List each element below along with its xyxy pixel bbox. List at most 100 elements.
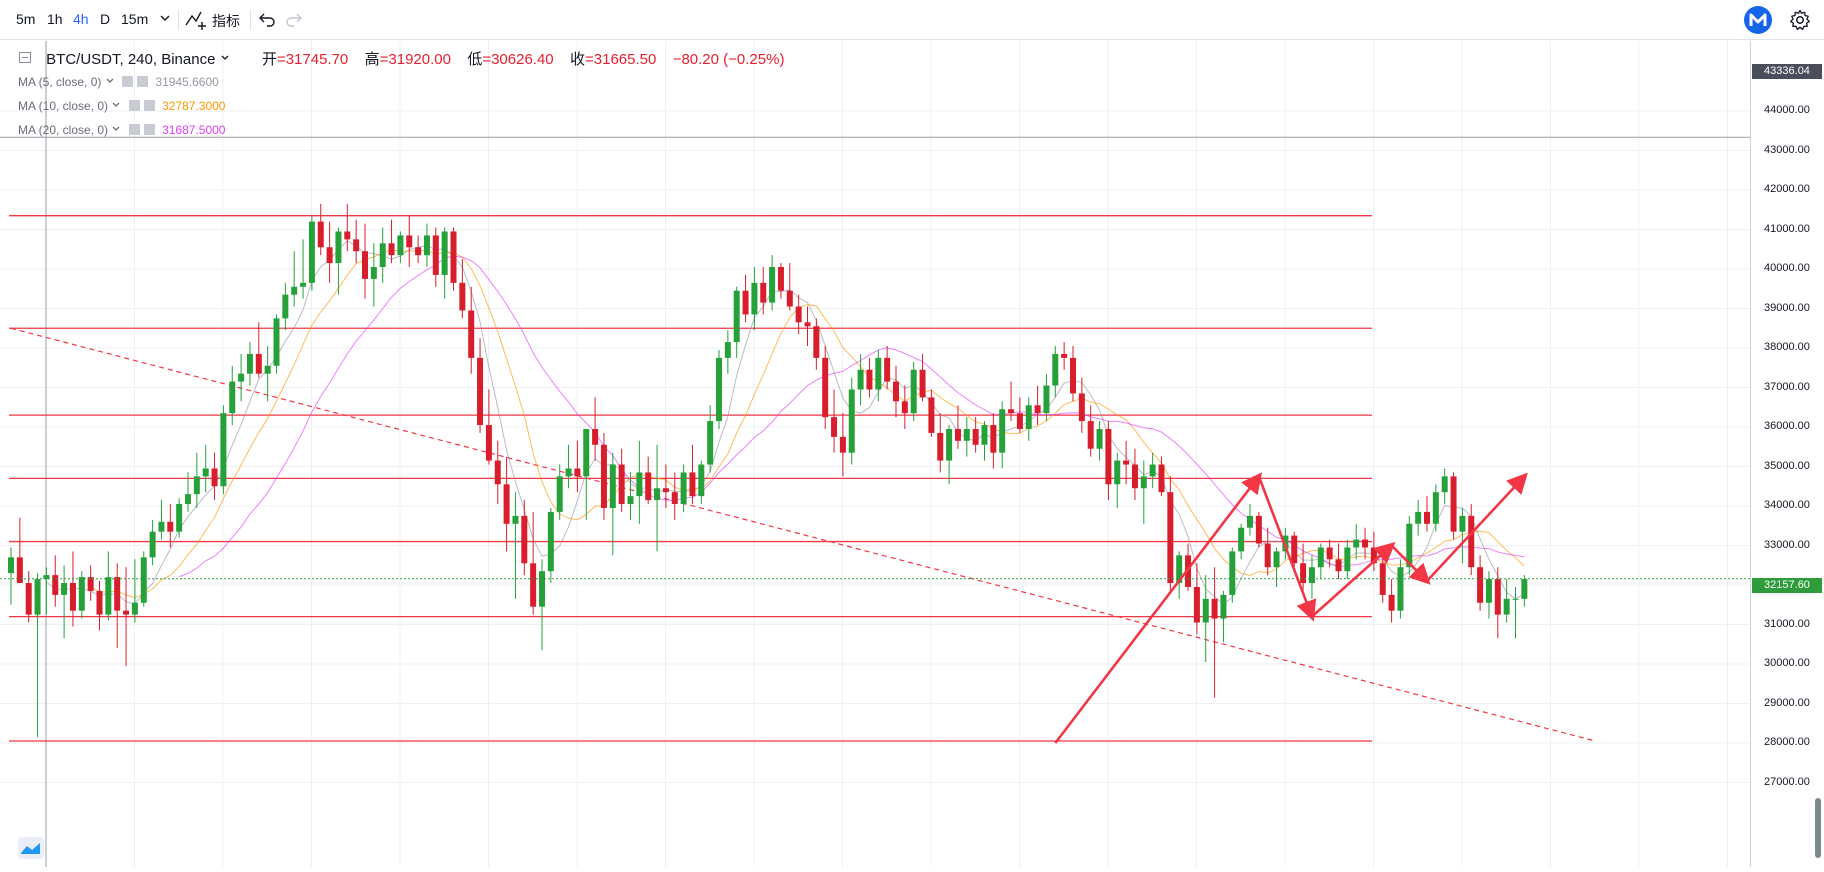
ma20-line xyxy=(179,255,1525,578)
candlestick-chart[interactable] xyxy=(0,41,1750,867)
open-value: =31745.70 xyxy=(276,51,349,68)
candle-body xyxy=(52,575,59,595)
legend-collapse-icon[interactable] xyxy=(19,52,31,63)
timeframe-4h[interactable]: 4h xyxy=(73,11,89,27)
candle-body xyxy=(1016,413,1023,429)
high-label: 高 xyxy=(364,51,380,68)
symbol-chevron-icon[interactable] xyxy=(220,53,230,63)
chevron-down-icon[interactable] xyxy=(111,124,121,134)
candle-body xyxy=(202,468,209,477)
candle-body xyxy=(636,472,643,497)
close-icon[interactable] xyxy=(143,100,155,111)
tradingview-logo-icon[interactable] xyxy=(18,837,44,859)
m-logo-icon[interactable] xyxy=(1744,6,1772,37)
candle-body xyxy=(176,504,183,532)
candle-body xyxy=(795,306,802,323)
candle-body xyxy=(468,310,475,358)
undo-icon[interactable] xyxy=(258,9,276,32)
candle-body xyxy=(406,235,413,248)
price-axis[interactable]: 44000.00 43000.00 42000.00 41000.00 40000.00… xyxy=(1750,41,1824,867)
change-value: −80.20 (−0.25%) xyxy=(672,51,785,68)
projection-arrow xyxy=(1426,472,1528,582)
candle-body xyxy=(565,468,572,477)
candle-body xyxy=(308,221,315,283)
candle-body xyxy=(220,413,227,487)
symbol-title[interactable]: BTC/USDT, 240, Binance xyxy=(46,51,216,68)
candle-body xyxy=(246,353,253,374)
candle-body xyxy=(158,521,165,532)
indicator-ma20[interactable]: MA (20, close, 0) 31687.5000 xyxy=(18,123,225,137)
close-label: 收 xyxy=(570,51,586,68)
chart-toolbar: 5m 1h 4h D 15m 指标 xyxy=(0,0,1824,40)
last-price-tag: 32157.60 xyxy=(1752,578,1822,593)
candle-body xyxy=(1503,598,1510,615)
candle-body xyxy=(87,577,94,591)
indicator-ma10[interactable]: MA (10, close, 0) 32787.3000 xyxy=(18,99,225,113)
candle-body xyxy=(884,357,891,382)
price-axis-label: 28000.00 xyxy=(1764,736,1810,748)
close-icon[interactable] xyxy=(143,124,155,135)
chevron-down-icon[interactable] xyxy=(105,76,115,86)
candle-body xyxy=(742,290,749,315)
price-axis-label: 39000.00 xyxy=(1764,301,1810,314)
timeframe-d[interactable]: D xyxy=(100,11,111,27)
indicator-value: 32787.3000 xyxy=(162,99,226,113)
candle-body xyxy=(211,468,218,487)
candle-body xyxy=(1140,476,1147,489)
candle-body xyxy=(69,583,76,611)
indicator-ma5[interactable]: MA (5, close, 0) 31945.6600 xyxy=(18,75,219,89)
candle-body xyxy=(282,294,289,319)
candle-body xyxy=(1521,579,1528,599)
chart-pane[interactable] xyxy=(0,41,1750,867)
candle-body xyxy=(733,290,740,343)
indicator-label: MA (5, close, 0) xyxy=(18,75,102,89)
candle-body xyxy=(839,436,846,453)
candle-body xyxy=(609,464,616,508)
visibility-icon[interactable] xyxy=(128,100,140,111)
candle-body xyxy=(379,243,386,268)
candle-body xyxy=(990,425,997,453)
candle-body xyxy=(264,365,271,374)
candle-body xyxy=(547,511,554,572)
indicators-button[interactable]: 指标 xyxy=(212,13,240,29)
redo-icon[interactable] xyxy=(285,9,303,32)
candle-body xyxy=(530,563,537,607)
visibility-icon[interactable] xyxy=(128,124,140,135)
candle-body xyxy=(255,353,262,374)
timeframe-5m[interactable]: 5m xyxy=(16,11,36,27)
low-label: 低 xyxy=(467,51,483,68)
candle-body xyxy=(946,428,953,461)
gear-icon[interactable] xyxy=(1789,9,1811,34)
price-axis-label: 34000.00 xyxy=(1764,499,1810,511)
visibility-icon[interactable] xyxy=(122,76,134,87)
close-icon[interactable] xyxy=(137,76,149,87)
candle-body xyxy=(848,389,855,453)
timeframe-15m[interactable]: 15m xyxy=(121,11,149,27)
candle-body xyxy=(140,557,147,603)
candle-body xyxy=(1087,421,1094,449)
candle-body xyxy=(1468,515,1475,568)
close-value: =31665.50 xyxy=(585,51,657,68)
timeframe-1h[interactable]: 1h xyxy=(47,11,63,27)
candle-body xyxy=(1308,567,1315,584)
candle-body xyxy=(1247,515,1253,528)
candle-body xyxy=(459,282,466,311)
price-axis-label: 44000.00 xyxy=(1764,104,1810,116)
chevron-down-icon[interactable] xyxy=(158,8,172,31)
candle-body xyxy=(1123,460,1130,465)
candle-body xyxy=(131,602,138,615)
candle-body xyxy=(963,428,970,441)
candle-body xyxy=(335,231,342,264)
candle-body xyxy=(1229,551,1236,595)
price-axis-scrollbar[interactable] xyxy=(1815,798,1821,858)
indicator-value: 31687.5000 xyxy=(162,123,226,137)
candle-body xyxy=(353,239,360,252)
indicators-icon[interactable] xyxy=(184,8,208,33)
candle-body xyxy=(937,432,944,461)
candle-body xyxy=(1193,586,1200,623)
candle-body xyxy=(1379,563,1386,595)
price-axis-label: 27000.00 xyxy=(1764,775,1810,788)
candle-body xyxy=(193,476,200,495)
chevron-down-icon[interactable] xyxy=(111,100,121,110)
candle-body xyxy=(397,235,404,256)
